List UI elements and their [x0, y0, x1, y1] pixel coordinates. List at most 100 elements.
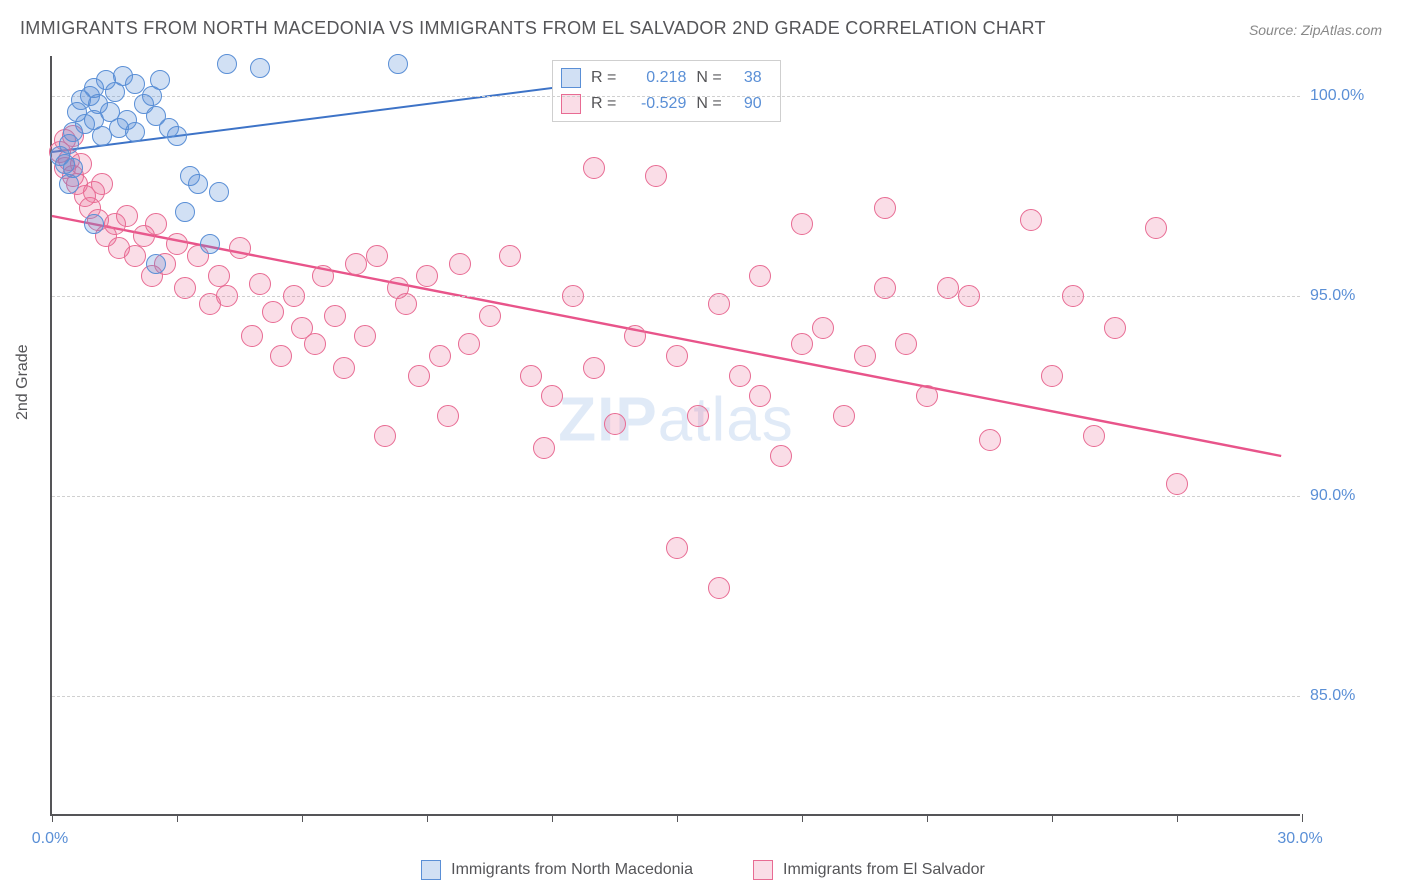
scatter-point — [791, 333, 813, 355]
scatter-point — [150, 70, 170, 90]
stat-row: R =0.218N =38 — [561, 65, 762, 91]
stat-r-value: -0.529 — [626, 95, 686, 113]
scatter-point — [249, 273, 271, 295]
x-tick — [927, 814, 928, 822]
scatter-point — [209, 182, 229, 202]
scatter-point — [958, 285, 980, 307]
scatter-point — [125, 122, 145, 142]
scatter-point — [770, 445, 792, 467]
x-tick — [177, 814, 178, 822]
y-tick-label: 100.0% — [1310, 87, 1390, 105]
scatter-point — [116, 205, 138, 227]
scatter-point — [304, 333, 326, 355]
legend-label: Immigrants from El Salvador — [783, 861, 985, 879]
scatter-point — [666, 345, 688, 367]
scatter-point — [520, 365, 542, 387]
gridline — [52, 496, 1300, 497]
scatter-point — [366, 245, 388, 267]
scatter-point — [250, 58, 270, 78]
x-tick — [302, 814, 303, 822]
y-tick-label: 90.0% — [1310, 487, 1390, 505]
stat-r-label: R = — [591, 69, 616, 87]
legend-bottom: Immigrants from North Macedonia Immigrant… — [0, 860, 1406, 880]
scatter-point — [812, 317, 834, 339]
legend-swatch — [421, 860, 441, 880]
chart-title: IMMIGRANTS FROM NORTH MACEDONIA VS IMMIG… — [20, 18, 1046, 39]
scatter-point — [479, 305, 501, 327]
scatter-point — [895, 333, 917, 355]
legend-label: Immigrants from North Macedonia — [451, 861, 693, 879]
scatter-point — [229, 237, 251, 259]
scatter-point — [979, 429, 1001, 451]
x-tick-label: 30.0% — [1277, 830, 1322, 848]
stat-r-label: R = — [591, 95, 616, 113]
scatter-point — [533, 437, 555, 459]
scatter-point — [449, 253, 471, 275]
scatter-point — [312, 265, 334, 287]
scatter-point — [374, 425, 396, 447]
stat-n-label: N = — [696, 95, 721, 113]
scatter-point — [124, 245, 146, 267]
scatter-point — [145, 213, 167, 235]
x-tick — [802, 814, 803, 822]
scatter-point — [749, 265, 771, 287]
scatter-point — [217, 54, 237, 74]
scatter-point — [458, 333, 480, 355]
legend-swatch — [561, 94, 581, 114]
scatter-point — [749, 385, 771, 407]
scatter-point — [200, 234, 220, 254]
x-tick — [552, 814, 553, 822]
scatter-point — [395, 293, 417, 315]
scatter-point — [791, 213, 813, 235]
scatter-point — [645, 165, 667, 187]
gridline — [52, 296, 1300, 297]
scatter-point — [666, 537, 688, 559]
scatter-point — [59, 174, 79, 194]
scatter-point — [333, 357, 355, 379]
scatter-point — [624, 325, 646, 347]
x-tick-label: 0.0% — [32, 830, 68, 848]
scatter-point — [1062, 285, 1084, 307]
scatter-point — [854, 345, 876, 367]
scatter-point — [416, 265, 438, 287]
stat-row: R =-0.529N =90 — [561, 91, 762, 117]
x-tick — [677, 814, 678, 822]
scatter-point — [216, 285, 238, 307]
gridline — [52, 96, 1300, 97]
scatter-point — [604, 413, 626, 435]
scatter-point — [437, 405, 459, 427]
scatter-point — [84, 214, 104, 234]
x-tick — [1177, 814, 1178, 822]
scatter-point — [1041, 365, 1063, 387]
scatter-point — [175, 202, 195, 222]
trend-lines-layer — [52, 56, 1300, 814]
scatter-point — [874, 197, 896, 219]
scatter-point — [262, 301, 284, 323]
scatter-point — [241, 325, 263, 347]
scatter-point — [166, 233, 188, 255]
y-tick-label: 85.0% — [1310, 687, 1390, 705]
x-tick — [52, 814, 53, 822]
correlation-stats-box: R =0.218N =38R =-0.529N =90 — [552, 60, 781, 122]
scatter-point — [937, 277, 959, 299]
x-tick — [1302, 814, 1303, 822]
scatter-point — [1020, 209, 1042, 231]
scatter-point — [833, 405, 855, 427]
x-tick — [1052, 814, 1053, 822]
x-tick — [427, 814, 428, 822]
legend-swatch — [561, 68, 581, 88]
scatter-point — [388, 54, 408, 74]
scatter-point — [583, 157, 605, 179]
legend-swatch — [753, 860, 773, 880]
scatter-point — [874, 277, 896, 299]
scatter-point — [345, 253, 367, 275]
scatter-point — [1166, 473, 1188, 495]
scatter-point — [429, 345, 451, 367]
scatter-point — [708, 293, 730, 315]
gridline — [52, 696, 1300, 697]
scatter-point — [1083, 425, 1105, 447]
scatter-point — [146, 254, 166, 274]
scatter-plot-area: ZIPatlas R =0.218N =38R =-0.529N =90 85.… — [50, 56, 1300, 816]
scatter-point — [283, 285, 305, 307]
scatter-point — [270, 345, 292, 367]
